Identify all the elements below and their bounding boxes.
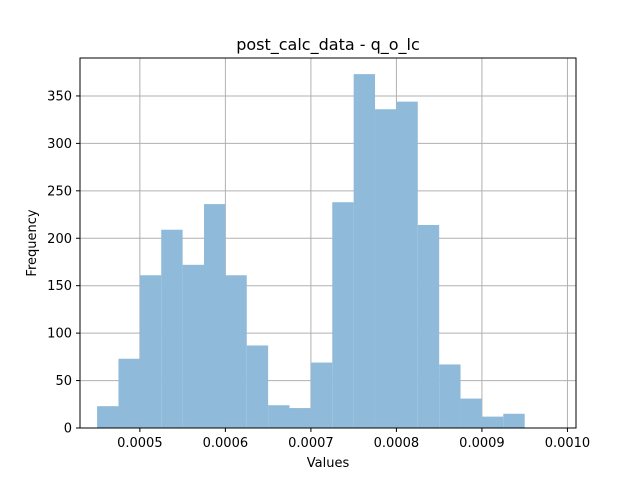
histogram-bar (246, 345, 269, 428)
histogram-bar (417, 224, 440, 428)
histogram-bar (204, 204, 226, 428)
histogram-bars (97, 74, 525, 429)
x-tick-label: 0.0009 (459, 436, 505, 451)
histogram-bar (161, 229, 183, 428)
histogram-bar (481, 416, 504, 428)
y-tick-label: 300 (47, 137, 72, 152)
histogram-bar (118, 358, 140, 428)
histogram-bar (439, 364, 461, 428)
histogram-bar (225, 275, 247, 428)
histogram-bar (97, 406, 119, 428)
chart-title: post_calc_data - q_o_lc (236, 35, 420, 55)
y-tick-label: 0 (64, 422, 72, 437)
y-tick-label: 350 (47, 89, 72, 104)
histogram-bar (353, 74, 376, 428)
histogram-bar (139, 275, 162, 428)
x-tick-label: 0.0008 (374, 436, 420, 451)
histogram-bar (396, 101, 418, 429)
x-tick-label: 0.0007 (288, 436, 334, 451)
histogram-bar (182, 264, 204, 428)
x-axis-label: Values (307, 456, 350, 471)
y-tick-label: 50 (55, 374, 72, 389)
y-tick-label: 150 (47, 279, 72, 294)
x-tick-label: 0.0005 (117, 436, 163, 451)
histogram-bar (375, 109, 397, 428)
histogram-bar (310, 362, 333, 428)
histogram-bar (332, 202, 354, 428)
histogram-bar (289, 408, 311, 428)
y-tick-label: 250 (47, 184, 72, 199)
histogram-bar (503, 413, 525, 428)
x-tick-label: 0.0010 (545, 436, 591, 451)
y-tick-label: 100 (47, 327, 72, 342)
y-tick-label: 200 (47, 232, 72, 247)
x-tick-label: 0.0006 (203, 436, 249, 451)
histogram-bar (268, 405, 290, 428)
axis-ticks: 0.0005 0.0006 0.0007 0.0008 0.0009 0.0010 0 50 1… (47, 89, 590, 451)
plot-frame (79, 57, 577, 429)
histogram-bar (460, 398, 482, 428)
y-axis-label: Frequency (25, 209, 40, 276)
